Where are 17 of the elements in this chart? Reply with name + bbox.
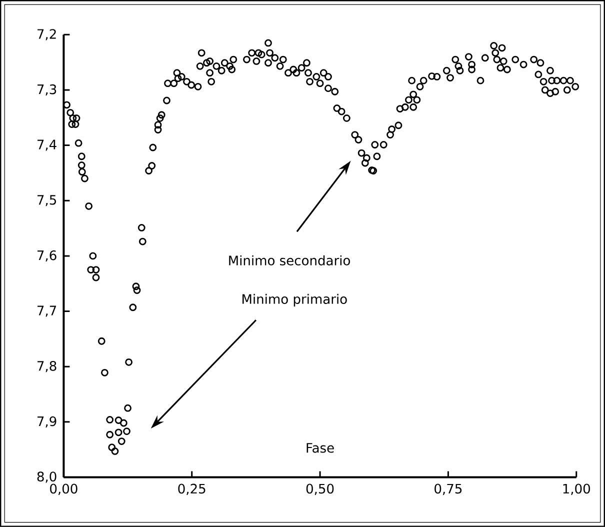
y-tick-label: 7,5 — [38, 195, 56, 206]
y-tick-label: 7,3 — [38, 84, 56, 96]
y-tick-label: 7,4 — [38, 140, 56, 151]
y-tick-label: 7,7 — [38, 306, 56, 317]
y-tick-label: 7,2 — [38, 29, 56, 40]
y-tick-label: 7,6 — [38, 250, 56, 262]
y-tick-label: 8,0 — [37, 472, 56, 483]
y-tick-label: 7,9 — [38, 416, 56, 428]
x-tick-label: 0,25 — [178, 484, 206, 495]
annotation: Minimo secondario — [229, 255, 350, 266]
y-tick-label: 7,8 — [38, 361, 56, 372]
x-tick-label: 1,00 — [563, 484, 590, 495]
x-tick-label: 0,75 — [434, 484, 462, 495]
annotation: Minimo primario — [242, 294, 347, 307]
x-tick-label: 0,00 — [50, 484, 78, 495]
x-axis-title: Fase — [306, 443, 334, 453]
x-tick-label: 0,50 — [306, 484, 334, 495]
